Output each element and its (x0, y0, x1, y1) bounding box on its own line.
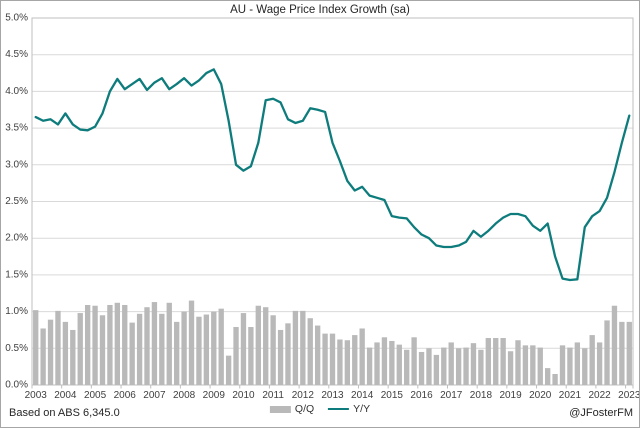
svg-text:2022: 2022 (588, 390, 611, 401)
svg-text:2020: 2020 (529, 390, 552, 401)
svg-text:2008: 2008 (173, 390, 196, 401)
svg-text:2018: 2018 (470, 390, 493, 401)
yy-line (34, 68, 631, 282)
legend-item-qq: Q/Q (269, 403, 315, 415)
x-axis-labels: 2003 2004 2005 2006 2007 2008 2009 2010 2011 2012… (25, 385, 640, 401)
chart-legend: Q/Q Y/Y (269, 403, 370, 415)
svg-text:2017: 2017 (440, 390, 463, 401)
svg-text:4.5%: 4.5% (5, 49, 28, 60)
legend-item-yy: Y/Y (328, 403, 370, 415)
svg-text:2007: 2007 (143, 390, 166, 401)
svg-text:2015: 2015 (381, 390, 404, 401)
svg-text:2.5%: 2.5% (5, 196, 28, 207)
svg-text:2013: 2013 (321, 390, 344, 401)
legend-label-yy: Y/Y (353, 403, 371, 415)
svg-text:2009: 2009 (203, 390, 226, 401)
svg-text:2004: 2004 (54, 390, 77, 401)
qq-bars (33, 300, 632, 385)
svg-text:2012: 2012 (292, 390, 315, 401)
svg-text:1.5%: 1.5% (5, 269, 28, 280)
svg-text:4.0%: 4.0% (5, 86, 28, 97)
svg-text:2010: 2010 (232, 390, 255, 401)
svg-text:2023: 2023 (618, 390, 640, 401)
svg-text:2003: 2003 (25, 390, 48, 401)
svg-text:3.0%: 3.0% (5, 159, 28, 170)
svg-text:3.5%: 3.5% (5, 123, 28, 134)
qq-bar-swatch-icon (269, 405, 291, 413)
svg-text:5.0%: 5.0% (5, 13, 28, 24)
svg-text:2006: 2006 (114, 390, 137, 401)
svg-text:2005: 2005 (84, 390, 107, 401)
svg-text:2021: 2021 (559, 390, 582, 401)
svg-text:2.0%: 2.0% (5, 233, 28, 244)
svg-text:2011: 2011 (262, 390, 284, 401)
svg-text:2019: 2019 (499, 390, 522, 401)
y-axis-labels: 5.0% 4.5% 4.0% 3.5% 3.0% 2.5% 2.0% 1.5% 1.0% 0.5%… (5, 13, 28, 391)
svg-text:0.0%: 0.0% (5, 380, 28, 391)
svg-text:0.5%: 0.5% (5, 343, 28, 354)
legend-label-qq: Q/Q (294, 403, 315, 415)
watermark: @JFosterFM (569, 407, 633, 419)
svg-text:2014: 2014 (351, 390, 374, 401)
svg-text:2016: 2016 (410, 390, 433, 401)
svg-text:1.0%: 1.0% (5, 306, 28, 317)
yy-line-swatch-icon (328, 407, 350, 411)
chart-title: AU - Wage Price Index Growth (sa) (230, 4, 410, 16)
source-note: Based on ABS 6,345.0 (9, 407, 120, 419)
